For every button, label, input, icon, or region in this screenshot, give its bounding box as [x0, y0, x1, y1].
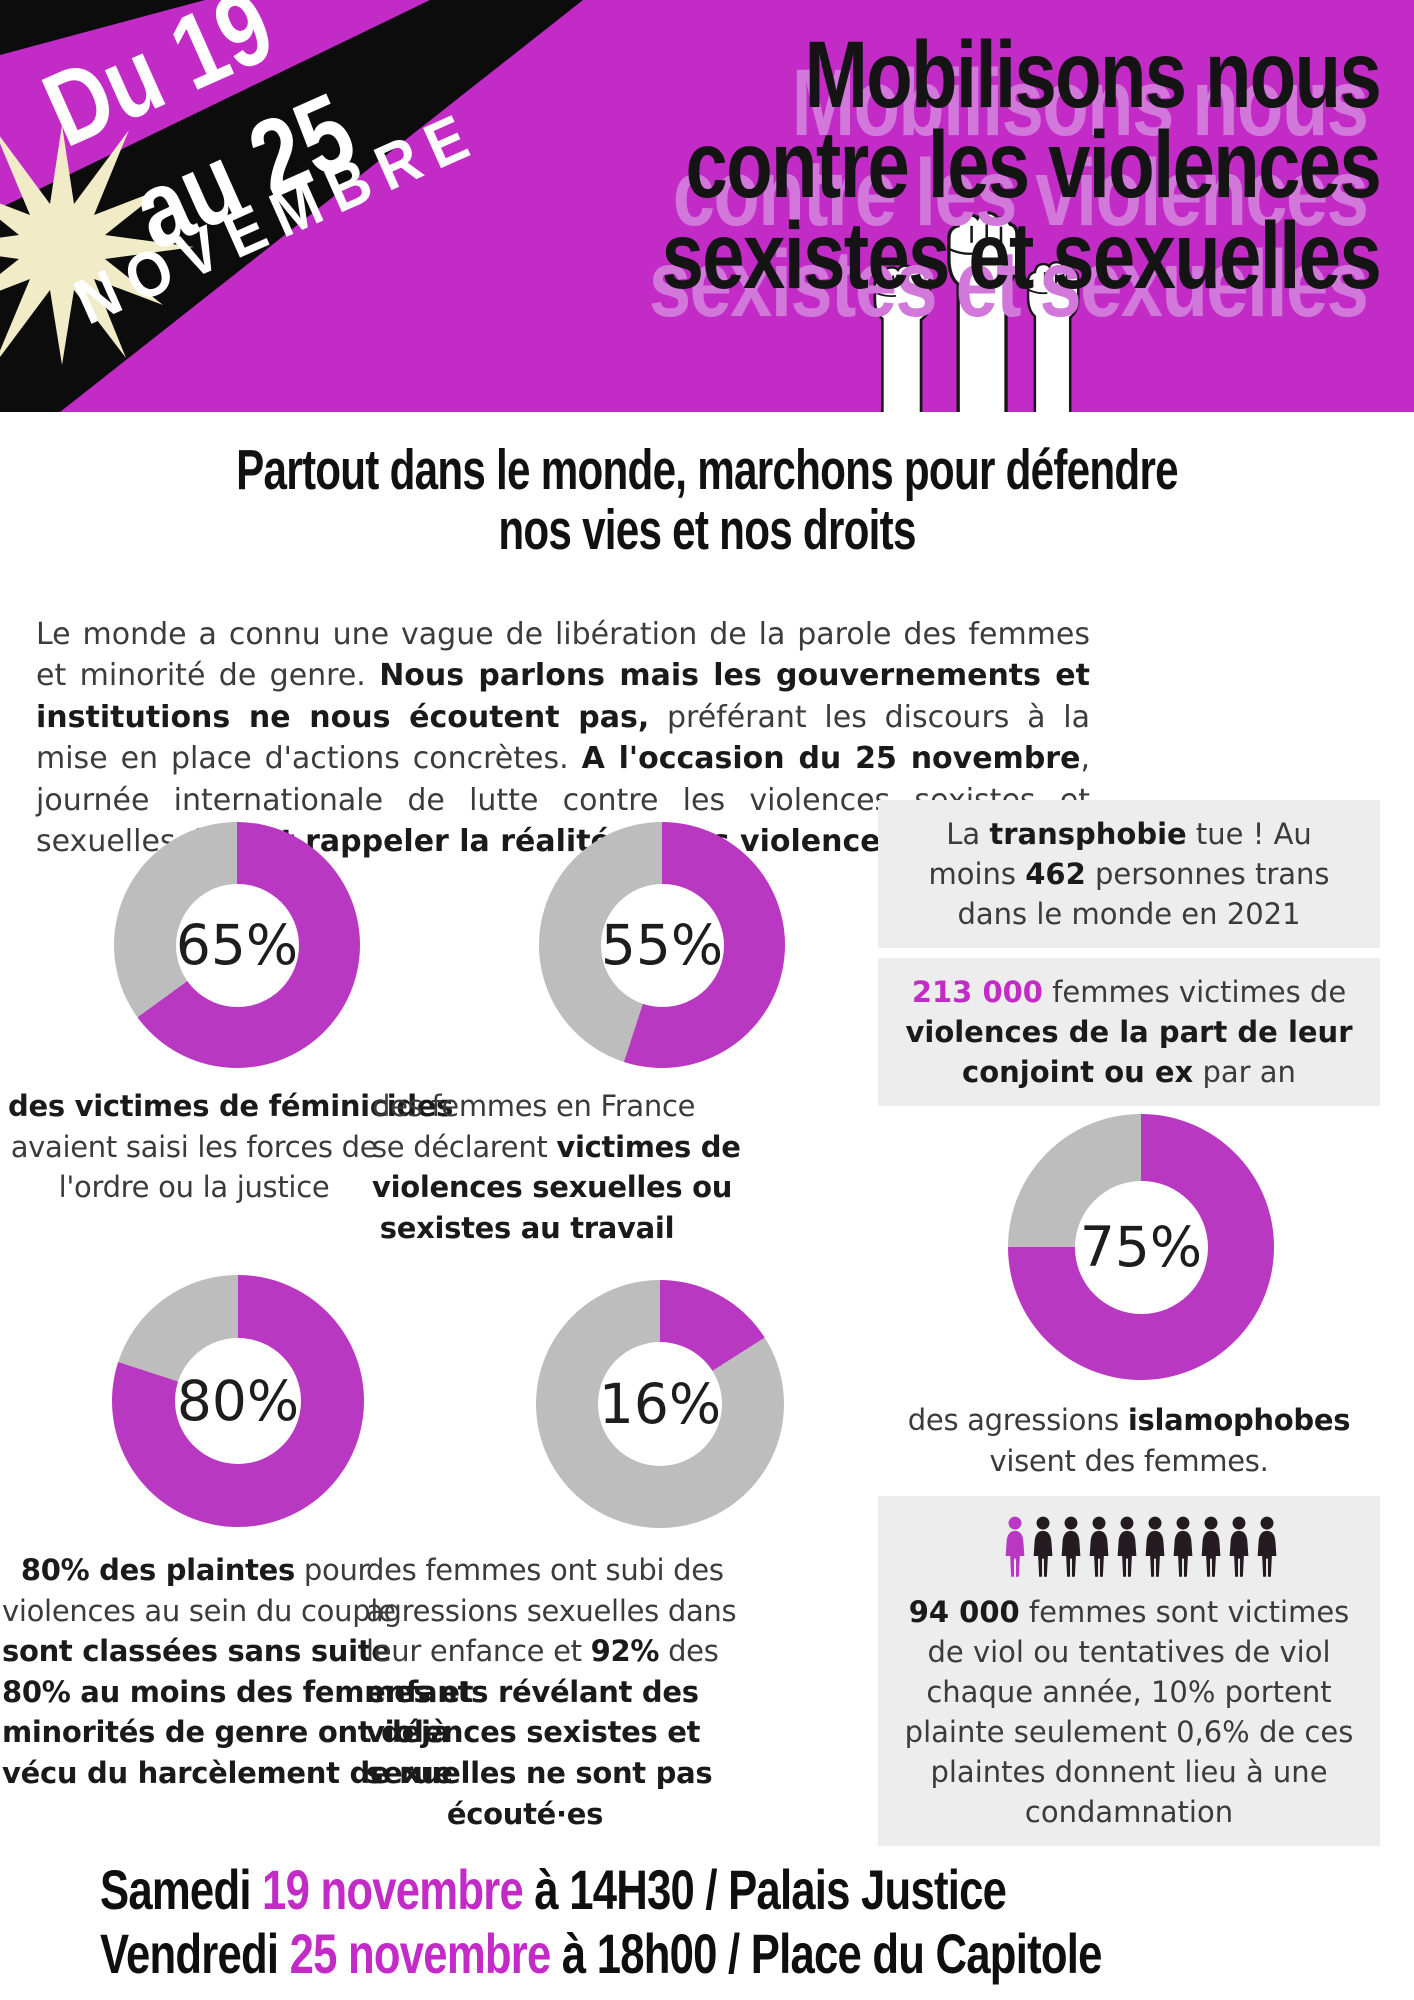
- main-heading-line: nos vies et nos droits: [498, 498, 916, 563]
- person-icon: [1173, 1516, 1193, 1577]
- donut-value-label: 80%: [176, 1369, 300, 1433]
- stat-text: La transphobie tue ! Au moins 462 person…: [928, 817, 1330, 932]
- donut-caption-65: des victimes de féminicides avaient saisi…: [8, 1089, 454, 1205]
- donut-value-label: 55%: [600, 913, 724, 977]
- stat-box-conjugal-violence: 213 000 femmes victimes de violences de …: [878, 958, 1380, 1107]
- poster-title: Mobilisons nous contre les violences sex…: [661, 22, 1382, 309]
- poster-title-line: sexistes et sexuelles: [661, 202, 1382, 309]
- raised-fist-icon: [947, 211, 1019, 412]
- person-icon: [1005, 1516, 1025, 1577]
- donut-chart-65: 65%: [114, 822, 360, 1068]
- header-banner: Du 19 au 25 NOVEMBRE Mobilisons nous con…: [0, 0, 1414, 412]
- donut-value-label: 75%: [1079, 1215, 1203, 1279]
- donut-caption-55: des femmes en France se déclarent victime…: [372, 1089, 741, 1245]
- poster-title-line: contre les violences: [685, 112, 1381, 219]
- donut-chart-16: 16%: [536, 1280, 784, 1528]
- person-icon: [1201, 1516, 1221, 1577]
- donut-caption-75: des agressions islamophobes visent des fe…: [907, 1403, 1351, 1478]
- stat-box-rape: 94 000 femmes sont victimes de viol ou t…: [878, 1496, 1380, 1847]
- donut-chart-80: 80%: [112, 1275, 364, 1527]
- person-icon: [1145, 1516, 1165, 1577]
- raised-fist-icon: [1026, 261, 1080, 412]
- donut-caption-16: des femmes ont subi des agressions sexuel…: [366, 1553, 737, 1831]
- donut-chart-75: 75%: [1008, 1114, 1274, 1380]
- starburst-icon: [0, 125, 194, 365]
- person-icon: [1257, 1516, 1277, 1577]
- donut-caption-80: 80% des plaintes pour violences au sein d…: [2, 1553, 474, 1790]
- donut-value-label: 16%: [598, 1372, 722, 1436]
- intro-paragraph: Le monde a connu une vague de libération…: [36, 617, 1091, 859]
- person-icon: [1117, 1516, 1137, 1577]
- poster-title-line: Mobilisons nous: [804, 22, 1381, 128]
- person-icon: [1229, 1516, 1249, 1577]
- main-heading-line: Partout dans le monde, marchons pour déf…: [236, 438, 1178, 502]
- stat-box-transphobia: La transphobie tue ! Au moins 462 person…: [878, 800, 1380, 949]
- pictogram-people-row: [926, 1516, 1356, 1578]
- donut-chart-55: 55%: [539, 822, 785, 1068]
- stat-text: 94 000 femmes sont victimes de viol ou t…: [904, 1595, 1354, 1830]
- person-icon: [1089, 1516, 1109, 1577]
- footer-event-2: Vendredi 25 novembre à 18h00 / Place du …: [100, 1922, 1102, 1985]
- donut-value-label: 65%: [175, 913, 299, 977]
- main-heading: Partout dans le monde, marchons pour déf…: [184, 440, 1230, 561]
- footer-event-1: Samedi 19 novembre à 14H30 / Palais Just…: [100, 1858, 1007, 1921]
- person-icon: [1061, 1516, 1081, 1577]
- stat-text: 213 000 femmes victimes de violences de …: [905, 975, 1353, 1090]
- raised-fist-icon: [873, 264, 932, 412]
- person-icon: [1033, 1516, 1053, 1577]
